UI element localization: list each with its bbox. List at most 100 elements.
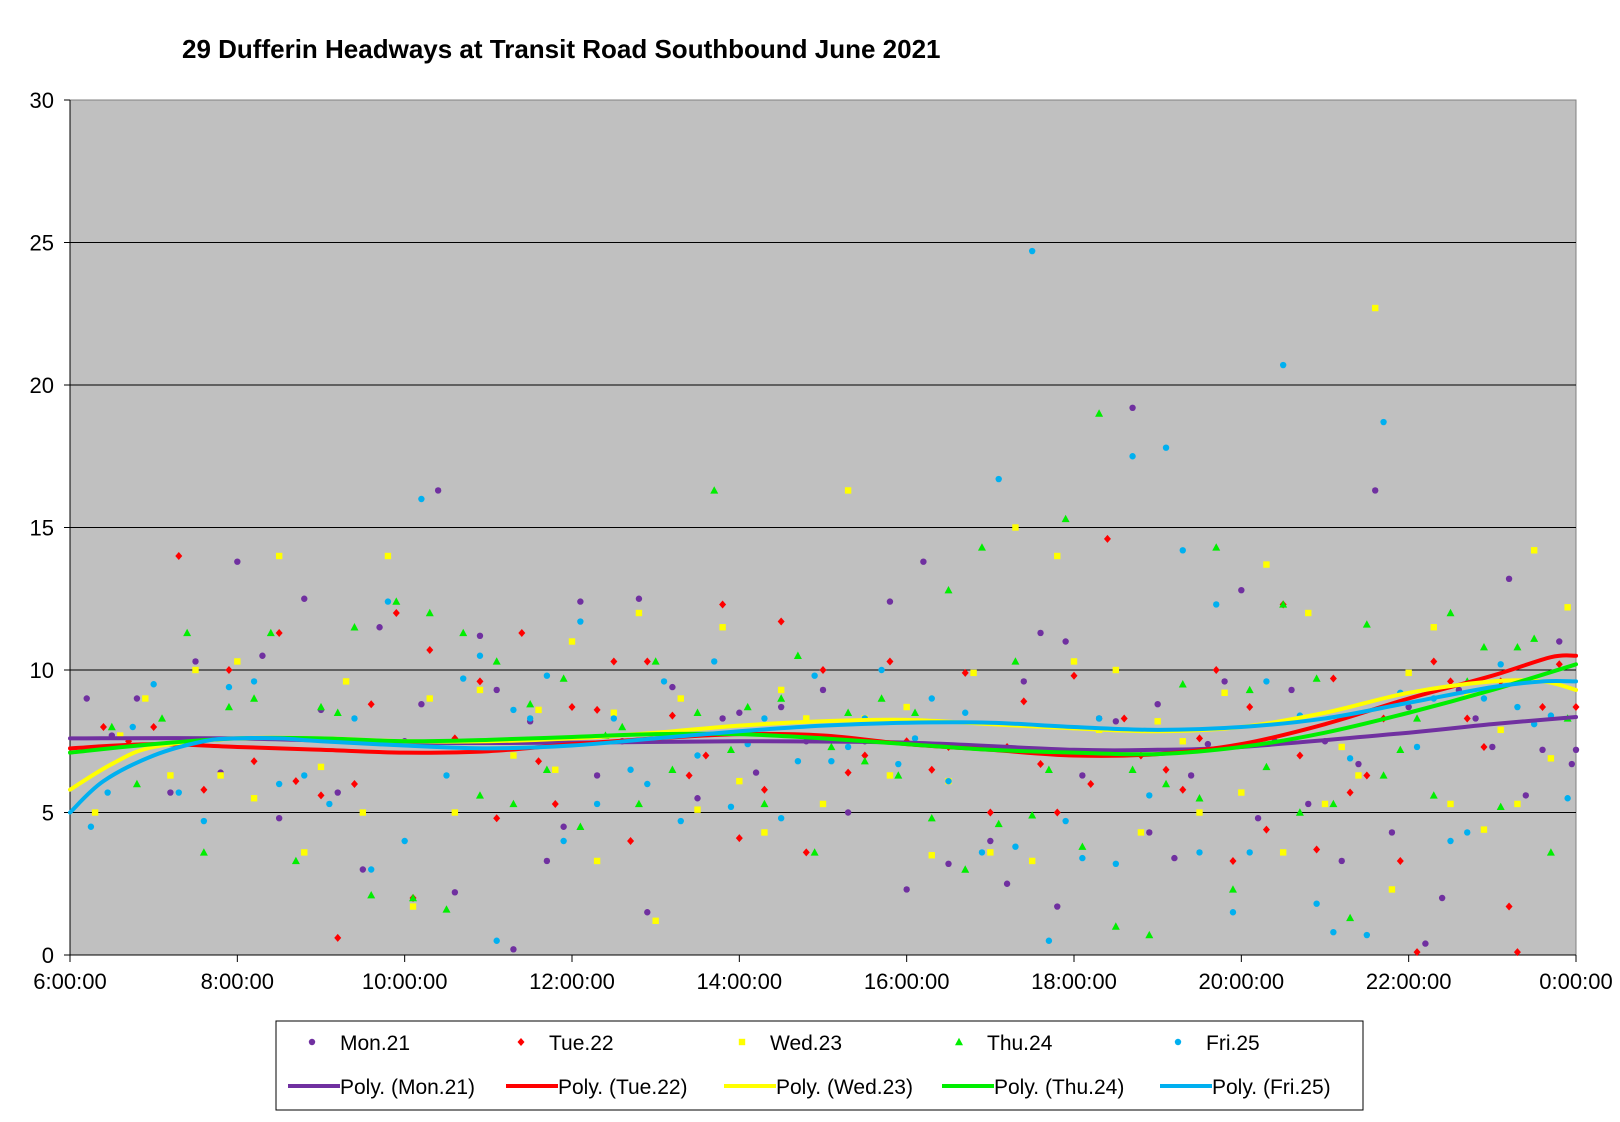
point-wed-23: [510, 752, 517, 759]
y-tick-label: 20: [30, 373, 54, 398]
point-fri-25: [1028, 247, 1036, 255]
point-thu-24: [927, 814, 936, 822]
point-wed-23: [1355, 772, 1362, 779]
point-mon-21: [987, 837, 994, 845]
point-tue-22: [426, 646, 434, 655]
point-tue-22: [317, 791, 325, 800]
point-wed-23: [535, 706, 542, 714]
chart-title: 29 Dufferin Headways at Transit Road Sou…: [182, 34, 941, 64]
point-wed-23: [1430, 624, 1437, 631]
point-mon-21: [1112, 718, 1120, 725]
point-wed-23: [301, 849, 308, 856]
point-tue-22: [668, 711, 676, 720]
point-mon-21: [1238, 587, 1245, 594]
point-tue-22: [886, 657, 894, 666]
point-fri-25: [401, 837, 408, 845]
point-fri-25: [1447, 837, 1454, 845]
point-thu-24: [894, 771, 903, 779]
x-tick-label: 14:00:00: [697, 969, 783, 994]
point-thu-24: [743, 702, 752, 711]
point-thu-24: [1295, 808, 1304, 816]
point-thu-24: [475, 791, 484, 799]
point-wed-23: [1238, 789, 1245, 796]
point-thu-24: [1329, 799, 1338, 808]
point-mon-21: [133, 695, 141, 702]
point-tue-22: [1513, 948, 1521, 957]
point-thu-24: [911, 708, 920, 716]
point-tue-22: [844, 768, 852, 777]
point-tue-22: [610, 657, 618, 666]
point-tue-22: [685, 771, 693, 780]
point-fri-25: [727, 803, 735, 810]
point-mon-21: [451, 889, 459, 896]
legend-label-wed-23: Wed.23: [770, 1032, 842, 1055]
point-thu-24: [726, 745, 735, 753]
point-wed-23: [819, 800, 827, 808]
point-mon-21: [1254, 815, 1262, 822]
point-fri-25: [225, 683, 233, 691]
point-thu-24: [668, 765, 677, 773]
point-fri-25: [1464, 829, 1471, 836]
point-mon-21: [920, 558, 927, 565]
point-thu-24: [944, 586, 953, 594]
point-mon-21: [167, 789, 174, 796]
point-thu-24: [250, 694, 259, 702]
point-thu-24: [1429, 791, 1438, 799]
legend-trend-label-mon-21: Poly. (Mon.21): [340, 1076, 475, 1099]
point-thu-24: [317, 702, 325, 711]
point-fri-25: [593, 800, 601, 808]
point-thu-24: [1379, 771, 1388, 779]
point-thu-24: [442, 905, 451, 913]
point-wed-23: [1405, 669, 1412, 677]
point-fri-25: [1095, 715, 1103, 722]
point-mon-21: [669, 683, 676, 691]
point-thu-24: [526, 700, 535, 708]
point-mon-21: [1489, 743, 1496, 751]
x-tick-label: 20:00:00: [1199, 969, 1285, 994]
point-wed-23: [1338, 743, 1345, 751]
point-fri-25: [945, 777, 952, 785]
point-tue-22: [1037, 760, 1045, 769]
point-mon-21: [694, 795, 701, 802]
point-tue-22: [1103, 534, 1111, 543]
point-thu-24: [1312, 674, 1321, 682]
point-wed-23: [719, 624, 726, 631]
point-mon-21: [1568, 760, 1576, 768]
point-thu-24: [107, 722, 116, 731]
point-fri-25: [1497, 661, 1504, 668]
point-mon-21: [1221, 678, 1228, 685]
point-mon-21: [1572, 746, 1580, 753]
point-tue-22: [760, 785, 768, 794]
point-wed-23: [317, 763, 325, 771]
point-thu-24: [777, 694, 786, 702]
point-fri-25: [1564, 795, 1571, 802]
point-wed-23: [903, 703, 910, 711]
point-thu-24: [810, 848, 819, 856]
point-tue-22: [627, 837, 635, 845]
legend-marker-fri-25: [1174, 1038, 1182, 1046]
point-fri-25: [493, 937, 500, 944]
point-tue-22: [593, 705, 601, 714]
point-mon-21: [1154, 701, 1161, 708]
point-wed-23: [1028, 857, 1036, 865]
point-mon-21: [1079, 772, 1086, 779]
point-thu-24: [1028, 811, 1037, 819]
point-wed-23: [1480, 826, 1488, 833]
point-thu-24: [618, 722, 627, 731]
legend-marker-tue-22: [517, 1038, 525, 1046]
point-thu-24: [1546, 848, 1555, 856]
point-mon-21: [1037, 629, 1044, 637]
point-fri-25: [104, 789, 111, 796]
point-tue-22: [1363, 771, 1371, 780]
point-mon-21: [644, 909, 651, 916]
point-mon-21: [752, 769, 760, 776]
point-fri-25: [129, 723, 136, 731]
point-thu-24: [1245, 685, 1254, 694]
point-wed-23: [1179, 738, 1186, 745]
point-tue-22: [1179, 785, 1187, 794]
point-tue-22: [961, 668, 969, 677]
point-thu-24: [1212, 543, 1221, 551]
point-tue-22: [150, 723, 158, 731]
point-wed-23: [987, 849, 994, 856]
